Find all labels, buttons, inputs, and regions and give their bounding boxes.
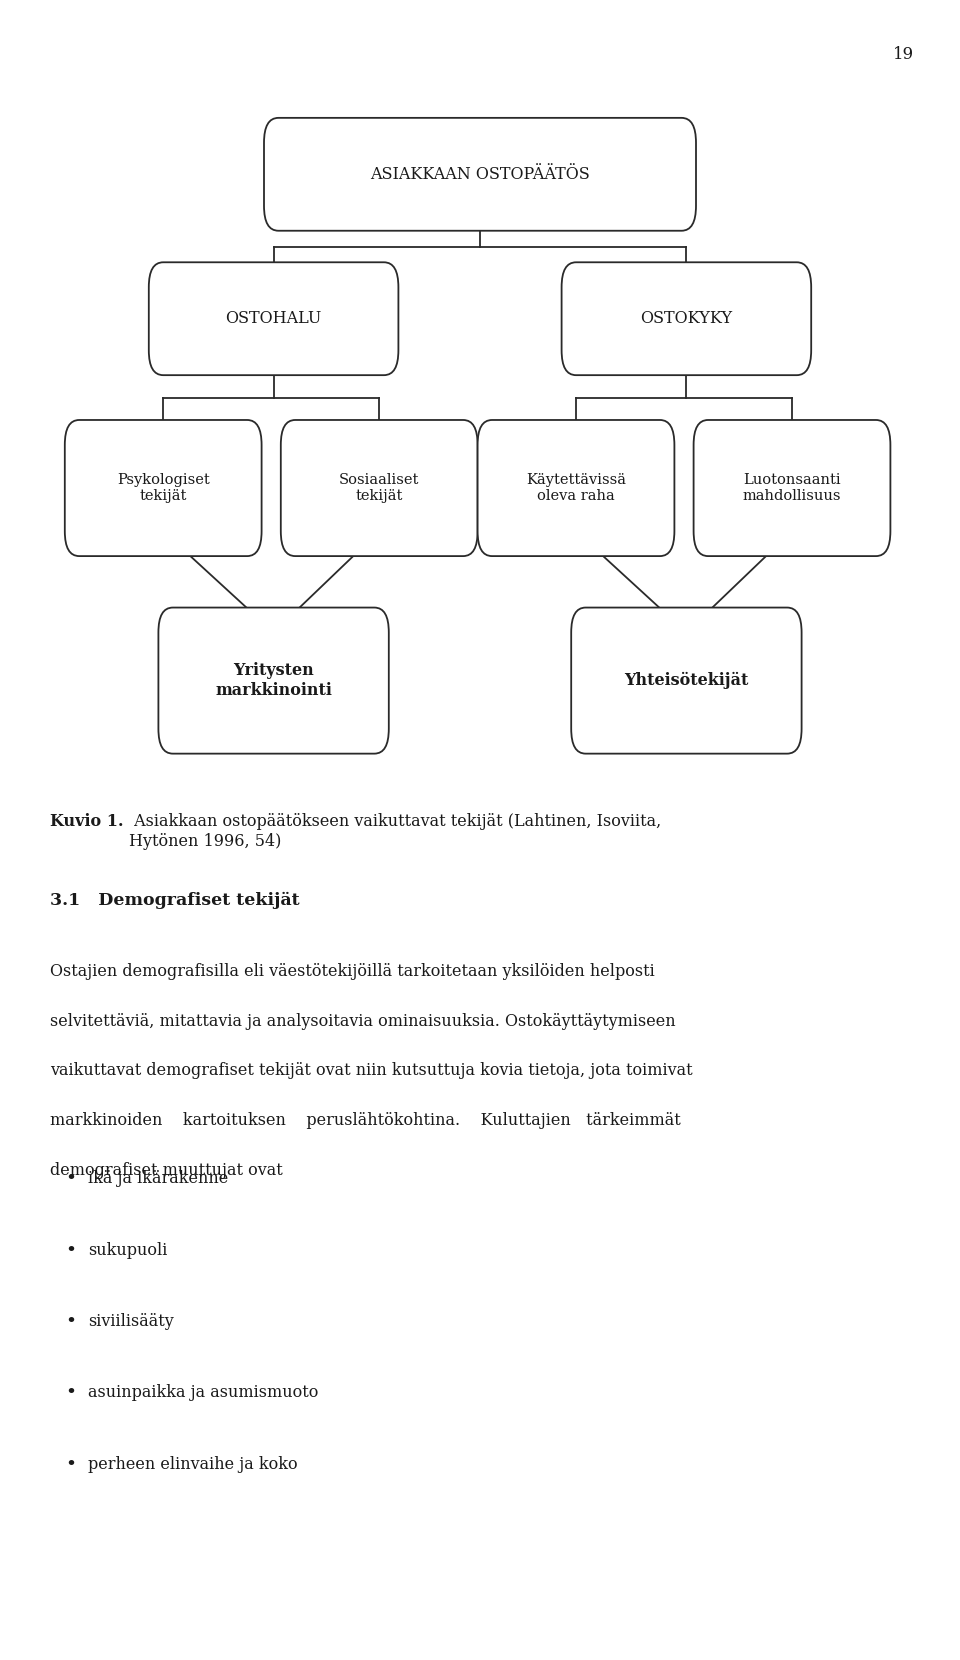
FancyBboxPatch shape bbox=[571, 608, 802, 754]
Text: •: • bbox=[65, 1170, 77, 1189]
Text: Yritysten
markkinointi: Yritysten markkinointi bbox=[215, 662, 332, 699]
Text: Luotonsaanti
mahdollisuus: Luotonsaanti mahdollisuus bbox=[743, 473, 841, 503]
FancyBboxPatch shape bbox=[158, 608, 389, 754]
Text: asuinpaikka ja asumismuoto: asuinpaikka ja asumismuoto bbox=[88, 1384, 319, 1401]
FancyBboxPatch shape bbox=[65, 420, 261, 556]
Text: Yhteisötekijät: Yhteisötekijät bbox=[624, 672, 749, 689]
FancyBboxPatch shape bbox=[477, 420, 674, 556]
Text: •: • bbox=[65, 1384, 77, 1403]
Text: markkinoiden    kartoituksen    peruslähtökohtina.    Kuluttajien   tärkeimmät: markkinoiden kartoituksen peruslähtökoht… bbox=[50, 1112, 681, 1129]
Text: siviilisääty: siviilisääty bbox=[88, 1313, 174, 1330]
Text: •: • bbox=[65, 1242, 77, 1260]
Text: Ostajien demografisilla eli väestötekijöillä tarkoitetaan yksilöiden helposti: Ostajien demografisilla eli väestötekijö… bbox=[50, 963, 655, 979]
FancyBboxPatch shape bbox=[693, 420, 890, 556]
Text: vaikuttavat demografiset tekijät ovat niin kutsuttuja kovia tietoja, jota toimiv: vaikuttavat demografiset tekijät ovat ni… bbox=[50, 1062, 692, 1079]
Text: sukupuoli: sukupuoli bbox=[88, 1242, 168, 1258]
Text: 3.1   Demografiset tekijät: 3.1 Demografiset tekijät bbox=[50, 891, 300, 908]
Text: •: • bbox=[65, 1313, 77, 1331]
Text: perheen elinvaihe ja koko: perheen elinvaihe ja koko bbox=[88, 1456, 298, 1472]
Text: Asiakkaan ostopäätökseen vaikuttavat tekijät (Lahtinen, Isoviita,
Hytönen 1996, : Asiakkaan ostopäätökseen vaikuttavat tek… bbox=[129, 813, 660, 850]
Text: Sosiaaliset
tekijät: Sosiaaliset tekijät bbox=[339, 473, 420, 503]
Text: 19: 19 bbox=[893, 46, 914, 63]
Text: OSTOHALU: OSTOHALU bbox=[226, 310, 322, 327]
Text: selvitettäviä, mitattavia ja analysoitavia ominaisuuksia. Ostokäyttäytymiseen: selvitettäviä, mitattavia ja analysoitav… bbox=[50, 1013, 676, 1029]
FancyBboxPatch shape bbox=[149, 262, 398, 375]
Text: •: • bbox=[65, 1456, 77, 1474]
Text: Psykologiset
tekijät: Psykologiset tekijät bbox=[117, 473, 209, 503]
FancyBboxPatch shape bbox=[562, 262, 811, 375]
Text: ASIAKKAAN OSTOPÄÄTÖS: ASIAKKAAN OSTOPÄÄTÖS bbox=[371, 166, 589, 183]
FancyBboxPatch shape bbox=[264, 118, 696, 231]
Text: Kuvio 1.: Kuvio 1. bbox=[50, 813, 124, 830]
Text: OSTOKYKY: OSTOKYKY bbox=[640, 310, 732, 327]
Text: Käytettävissä
oleva raha: Käytettävissä oleva raha bbox=[526, 473, 626, 503]
FancyBboxPatch shape bbox=[280, 420, 477, 556]
Text: demografiset muuttujat ovat: demografiset muuttujat ovat bbox=[50, 1162, 282, 1179]
Text: ikä ja ikärakenne: ikä ja ikärakenne bbox=[88, 1170, 228, 1187]
